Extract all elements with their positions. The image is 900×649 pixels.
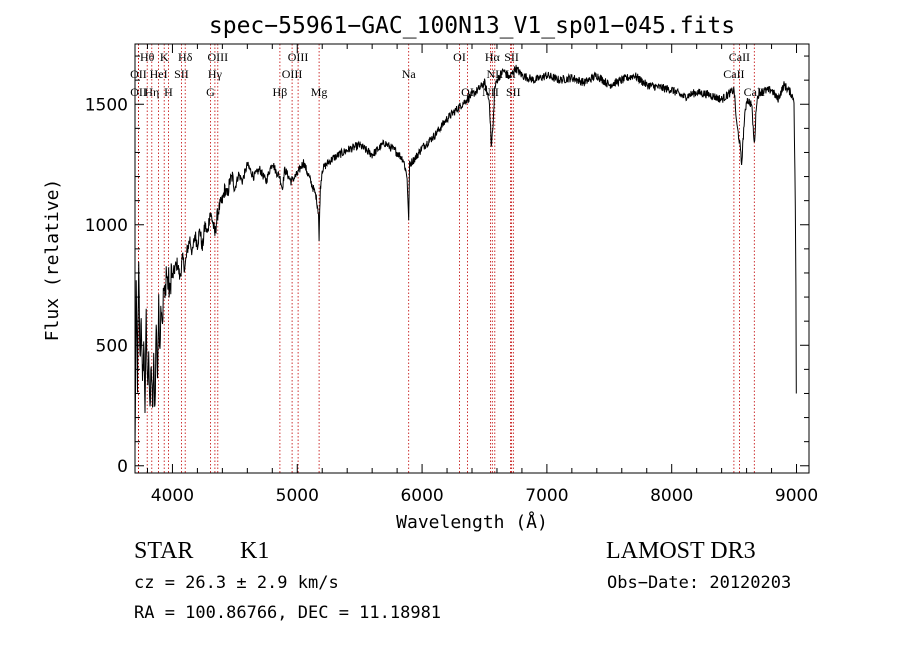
line-marker-label-19: Hη (144, 85, 159, 99)
line-marker-label-4: OIII (288, 50, 309, 64)
line-marker-label-0: Hθ (140, 50, 155, 64)
line-marker-label-22: Hβ (273, 85, 288, 99)
x-tick-label: 8000 (650, 486, 693, 506)
plot-frame (134, 43, 810, 474)
spectrum-line (134, 64, 797, 449)
y-tick-label: 500 (96, 336, 128, 356)
line-marker-label-23: Mg (311, 85, 328, 99)
line-marker-label-6: Hα (485, 50, 501, 64)
redshift-velocity: cz = 26.3 ± 2.9 km/s (134, 573, 339, 593)
line-marker-label-1: K (160, 50, 169, 64)
observation-date: Obs−Date: 20120203 (607, 573, 792, 593)
x-axis-label: Wavelength (Å) (396, 511, 548, 533)
coordinates: RA = 100.86766, DEC = 11.18981 (134, 603, 442, 623)
survey-name: LAMOST DR3 (606, 538, 756, 564)
x-tick-label: 9000 (775, 486, 818, 506)
line-marker-label-3: OIII (207, 50, 228, 64)
line-marker-label-12: Hγ (208, 67, 223, 81)
x-tick-label: 6000 (400, 486, 443, 506)
line-marker-label-27: CaII (744, 85, 765, 99)
spectral-subclass: K1 (240, 538, 270, 564)
chart-title: spec−55961−GAC_100N13_V1_sp01−045.fits (209, 13, 735, 39)
y-tick-label: 1500 (85, 95, 128, 115)
line-marker-label-11: SII (174, 67, 189, 81)
line-marker-label-9: OII (130, 67, 147, 81)
line-marker-label-5: OI (453, 50, 466, 64)
line-marker-label-7: SII (504, 50, 519, 64)
x-axis: 4000 5000 6000 7000 8000 9000 (146, 44, 818, 506)
x-tick-label: 7000 (525, 486, 568, 506)
y-tick-label: 1000 (85, 216, 128, 236)
line-marker-label-18: OII (130, 85, 147, 99)
line-marker-label-2: Hδ (178, 50, 193, 64)
y-axis-label: Flux (relative) (42, 179, 63, 342)
line-marker-label-25: NII (482, 85, 499, 99)
object-class: STAR (134, 538, 194, 564)
line-marker-label-21: G (206, 85, 215, 99)
line-marker-label-13: OIII (282, 67, 303, 81)
y-tick-label: 0 (117, 457, 128, 477)
x-tick-label: 4000 (151, 486, 194, 506)
x-tick-label: 5000 (276, 486, 319, 506)
line-marker-label-14: Na (402, 67, 417, 81)
line-marker-label-17: CaII (723, 67, 744, 81)
line-markers (137, 44, 755, 473)
line-marker-label-10: HeI (150, 67, 168, 81)
y-axis: 0 500 1000 1500 (85, 55, 809, 477)
line-marker-label-20: H (164, 85, 173, 99)
line-marker-label-8: CaII (729, 50, 750, 64)
line-marker-label-26: SII (506, 85, 521, 99)
